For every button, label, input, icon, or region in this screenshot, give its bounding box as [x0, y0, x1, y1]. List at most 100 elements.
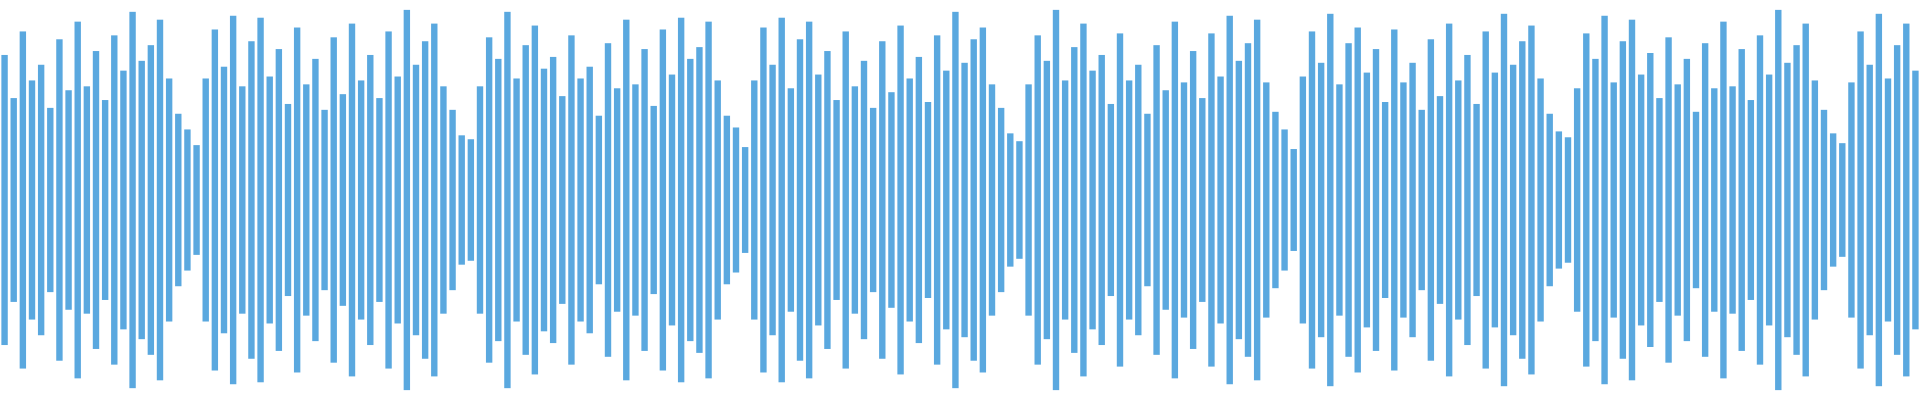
wave-bar — [1555, 131, 1563, 269]
wave-bar — [1509, 64, 1517, 336]
wave-bar — [1455, 80, 1462, 320]
wave-bar — [879, 41, 886, 359]
wave-bar — [778, 17, 785, 383]
wave-bar — [1738, 49, 1745, 351]
wave-bar — [586, 66, 593, 334]
wave-bar — [641, 49, 648, 351]
wave-bar — [28, 80, 36, 320]
wave-bar — [312, 58, 319, 342]
wave-bar — [851, 86, 859, 314]
wave-bar — [92, 51, 100, 349]
wave-bar — [1482, 31, 1489, 369]
wave-bar — [906, 78, 913, 322]
wave-bar — [869, 107, 877, 293]
wave-bar — [943, 70, 950, 330]
wave-bar — [705, 21, 712, 379]
wave-bar — [248, 41, 255, 359]
wave-bar — [1775, 9, 1782, 391]
wave-bar — [732, 127, 740, 273]
wave-bar — [668, 74, 676, 326]
wave-bar — [815, 74, 822, 326]
wave-bar — [357, 80, 365, 320]
wave-bar — [1281, 129, 1288, 271]
wave-bar — [513, 78, 520, 322]
wave-bar — [1820, 109, 1828, 291]
wave-bar — [522, 45, 529, 355]
wave-bar — [1308, 31, 1316, 369]
wave-bar — [888, 92, 895, 308]
wave-bar — [184, 129, 191, 271]
wave-bar — [723, 115, 731, 285]
wave-bar — [1857, 31, 1864, 369]
wave-bar — [595, 115, 603, 285]
wave-bar — [74, 21, 81, 379]
wave-bar — [1473, 103, 1480, 297]
wave-bar — [1729, 86, 1736, 314]
wave-bar — [138, 60, 145, 340]
wave-bar — [1162, 90, 1169, 310]
wave-bar — [1647, 53, 1654, 347]
wave-bar — [10, 98, 17, 302]
wave-bar — [1116, 33, 1124, 367]
wave-bar — [1043, 60, 1051, 340]
wave-bar — [193, 145, 200, 255]
wave-bar — [120, 70, 127, 330]
wave-bar — [613, 88, 621, 312]
wave-bar — [604, 43, 612, 357]
wave-bar — [1089, 70, 1096, 330]
wave-bar — [1912, 70, 1919, 330]
wave-bar — [56, 39, 63, 361]
wave-bar — [559, 96, 566, 304]
wave-bar — [1217, 76, 1224, 324]
wave-bar — [1034, 35, 1041, 365]
wave-bar — [1372, 49, 1380, 351]
wave-bar — [385, 31, 392, 369]
wave-bar — [147, 45, 155, 355]
wave-bar — [421, 41, 429, 359]
wave-bar — [47, 107, 54, 293]
wave-bar — [1125, 80, 1133, 320]
wave-bar — [1537, 78, 1544, 322]
wave-bar — [650, 105, 657, 295]
wave-bar — [1500, 13, 1508, 387]
wave-bar — [485, 37, 493, 363]
wave-bar — [37, 64, 45, 336]
wave-bar — [1418, 109, 1425, 291]
wave-bar — [531, 25, 539, 375]
wave-bar — [1235, 60, 1243, 340]
wave-bar — [440, 86, 447, 314]
wave-bar — [339, 94, 347, 306]
wave-bar — [924, 102, 932, 298]
wave-bar — [997, 107, 1005, 293]
wave-bar — [1464, 54, 1471, 346]
wave-bar — [83, 86, 91, 314]
wave-bar — [1336, 84, 1343, 316]
wave-bar — [367, 54, 374, 346]
wave-bar — [1564, 137, 1572, 263]
wave-bar — [266, 76, 273, 324]
wave-bar — [1144, 113, 1151, 287]
wave-bar — [1839, 143, 1846, 257]
wave-bar — [1135, 64, 1142, 336]
wave-bar — [467, 139, 475, 261]
wave-bar — [540, 68, 548, 332]
wave-bar — [412, 64, 420, 336]
wave-bar — [1263, 82, 1270, 318]
wave-bar — [156, 19, 164, 381]
wave-bar — [1427, 39, 1435, 361]
wave-bar — [1628, 19, 1636, 381]
wave-bar — [760, 27, 767, 373]
wave-bar — [220, 66, 228, 334]
wave-bar — [687, 58, 694, 342]
wave-bar — [1573, 88, 1581, 312]
wave-bar — [1802, 23, 1809, 377]
wave-bar — [805, 21, 813, 379]
wave-bar — [1381, 102, 1389, 298]
wave-bar — [1674, 84, 1681, 316]
wave-bar — [623, 19, 630, 381]
wave-bar — [677, 17, 685, 383]
wave-bar — [1546, 113, 1553, 287]
wave-bar — [229, 15, 237, 385]
wave-bar — [1747, 100, 1755, 300]
